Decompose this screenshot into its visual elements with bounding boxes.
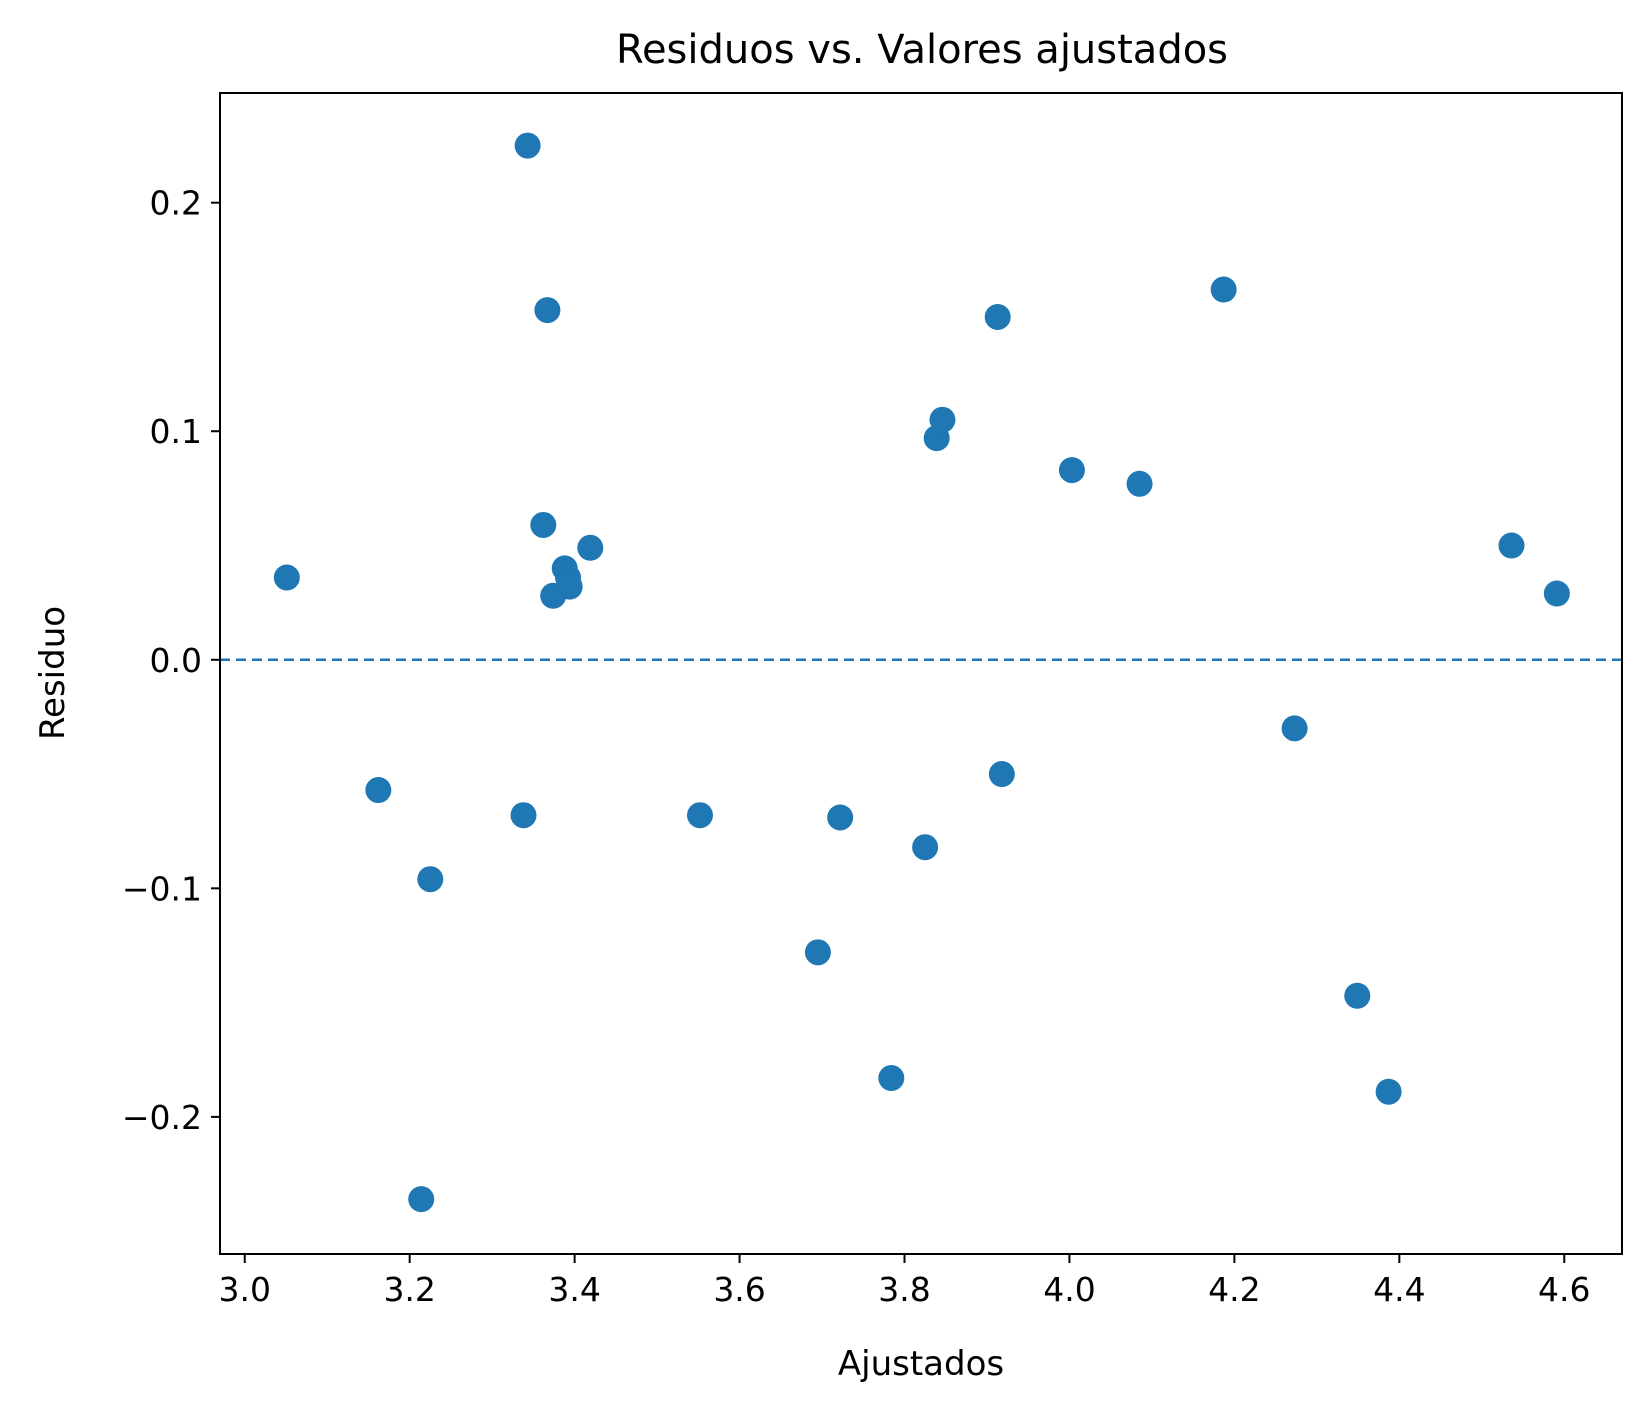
- x-tick-label: 4.2: [1208, 1270, 1260, 1309]
- x-tick-label: 3.6: [713, 1270, 765, 1309]
- x-tick-label: 3.0: [218, 1270, 270, 1309]
- data-point: [534, 297, 561, 324]
- x-tick-label: 4.6: [1538, 1270, 1590, 1309]
- y-tick-label: 0.0: [150, 641, 202, 680]
- data-point: [1543, 580, 1570, 607]
- y-tick-label: 0.1: [150, 412, 202, 451]
- y-tick-label: 0.2: [150, 184, 202, 223]
- data-point: [912, 834, 939, 861]
- data-point: [988, 761, 1015, 788]
- data-point: [1210, 276, 1237, 303]
- x-axis: 3.0 3.2 3.4 3.6 3.8 4.0 4.2 4.4 4.6: [218, 1254, 1591, 1309]
- axes-frame: [219, 92, 1623, 1255]
- data-point: [1126, 470, 1153, 497]
- y-axis: −0.2 −0.1 0.0 0.1 0.2: [122, 184, 220, 1137]
- data-point: [510, 802, 537, 829]
- data-point: [984, 303, 1011, 330]
- y-axis-label: Residuo: [33, 606, 73, 740]
- data-point: [1375, 1078, 1402, 1105]
- x-tick-label: 4.4: [1373, 1270, 1425, 1309]
- data-point: [804, 939, 831, 966]
- data-point: [273, 564, 300, 591]
- data-point: [827, 804, 854, 831]
- data-point: [530, 511, 557, 538]
- plot-area: [220, 132, 1622, 1213]
- x-tick-label: 4.0: [1043, 1270, 1095, 1309]
- data-point: [417, 866, 444, 893]
- data-point: [556, 573, 583, 600]
- data-point: [929, 406, 956, 433]
- chart-title: Residuos vs. Valores ajustados: [616, 27, 1228, 73]
- data-point: [1498, 532, 1525, 559]
- x-tick-label: 3.8: [878, 1270, 930, 1309]
- y-tick-label: −0.1: [122, 869, 202, 908]
- data-point: [1058, 457, 1085, 484]
- x-tick-label: 3.2: [383, 1270, 435, 1309]
- data-point: [1344, 982, 1371, 1009]
- data-point: [408, 1186, 435, 1213]
- x-tick-label: 3.4: [548, 1270, 600, 1309]
- data-point: [514, 132, 541, 159]
- data-point: [577, 534, 604, 561]
- x-axis-label: Ajustados: [838, 1344, 1004, 1384]
- data-point: [365, 777, 392, 804]
- y-tick-label: −0.2: [122, 1098, 202, 1137]
- data-point: [1281, 715, 1308, 742]
- data-point: [686, 802, 713, 829]
- data-point: [878, 1065, 905, 1092]
